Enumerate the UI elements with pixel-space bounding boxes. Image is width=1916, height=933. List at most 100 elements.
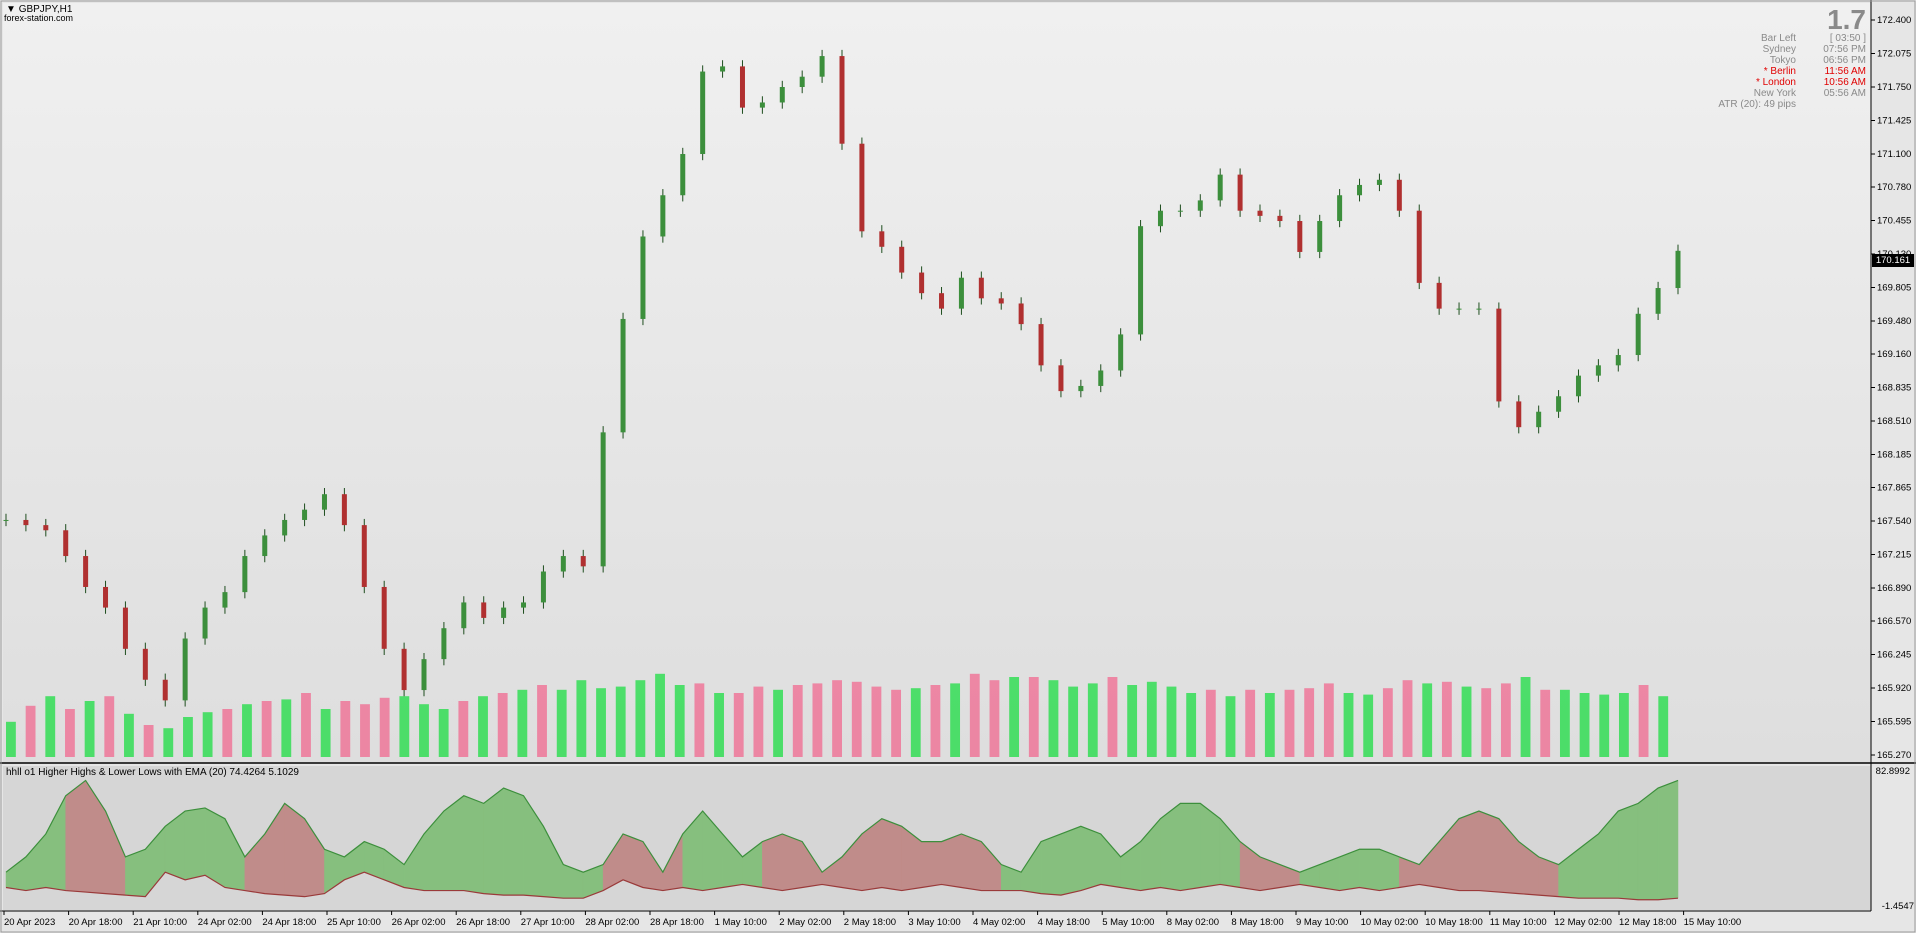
candle-body (1317, 221, 1323, 252)
candle-body (83, 556, 89, 587)
symbol-text: GBPJPY,H1 (18, 4, 73, 15)
price-tick-label: 165.270 (1877, 750, 1911, 761)
indicator-fill-segment (184, 807, 206, 881)
indicator-fill-segment (443, 795, 465, 891)
indicator-fill-segment (921, 841, 942, 888)
candle-body (1357, 184, 1363, 196)
volume-bar (674, 685, 685, 757)
volume-bar (1559, 689, 1570, 757)
indicator-fill-segment (1180, 803, 1201, 891)
volume-bar (694, 683, 705, 757)
price-tick-label: 168.510 (1877, 416, 1911, 427)
price-tick-label: 166.890 (1877, 583, 1911, 594)
price-tick-label: 168.835 (1877, 383, 1911, 394)
indicator-fill-segment (941, 833, 962, 888)
volume-bar (615, 686, 626, 757)
info-value: [ 03:50 ] (1829, 33, 1866, 44)
info-row: * Berlin 11:56 AM (1706, 66, 1866, 77)
volume-bar (183, 717, 193, 757)
candle-body (1436, 282, 1442, 309)
candle-body (341, 494, 347, 526)
candle-body (381, 586, 387, 649)
candle-body (1456, 308, 1462, 310)
indicator-fill-segment (463, 795, 484, 894)
dropdown-arrow-icon[interactable]: ▼ (6, 4, 16, 15)
volume-bar (1166, 686, 1177, 757)
volume-bar (1579, 693, 1590, 757)
candle-body (1157, 210, 1163, 227)
symbol-label[interactable]: ▼ GBPJPY,H1 (6, 4, 72, 15)
volume-bar (1638, 685, 1649, 757)
price-tick-label: 169.160 (1877, 349, 1911, 360)
time-tick-label: 2 May 02:00 (779, 917, 831, 928)
price-tick-label: 167.865 (1877, 482, 1911, 493)
price-tick-label: 169.480 (1877, 316, 1911, 327)
candle-body (1118, 334, 1124, 371)
volume-bar (1264, 693, 1275, 757)
candle-body (302, 509, 308, 520)
info-label: Tokyo (1769, 55, 1796, 66)
candle-body (1635, 313, 1641, 356)
candle-body (1078, 385, 1084, 392)
candle-body (1595, 365, 1601, 376)
volume-bar (1068, 686, 1079, 757)
volume-bar (596, 688, 606, 757)
volume-bar (792, 685, 803, 757)
candle-body (1138, 226, 1144, 335)
price-tick-label: 167.215 (1877, 549, 1911, 560)
volume-bar (733, 693, 744, 757)
volume-bar (1540, 689, 1551, 757)
candle-body (640, 236, 646, 319)
info-row: Sydney 07:56 PM (1706, 44, 1866, 55)
volume-bar (1481, 688, 1492, 757)
time-tick-label: 9 May 10:00 (1296, 917, 1348, 928)
time-tick-label: 10 May 18:00 (1425, 917, 1483, 928)
candle-body (660, 195, 666, 237)
volume-bar (104, 696, 115, 757)
volume-bar (379, 697, 390, 757)
volume-bar (399, 696, 410, 757)
indicator-fill-segment (1359, 849, 1380, 891)
indicator-fill-segment (1478, 810, 1500, 893)
volume-bar (969, 673, 980, 757)
volume-bar (143, 725, 154, 757)
candle-body (1655, 288, 1661, 314)
volume-bar (1028, 677, 1039, 757)
indicator-fill-segment (1458, 810, 1480, 891)
candle-body (63, 530, 69, 557)
volume-bar (517, 689, 528, 757)
volume-bar (261, 701, 272, 757)
candle-body (819, 56, 825, 77)
candle-body (1098, 370, 1104, 386)
candle-body (321, 494, 327, 510)
time-tick-label: 8 May 18:00 (1231, 917, 1283, 928)
candle-body (461, 602, 467, 629)
candle-body (1556, 396, 1562, 412)
volume-bar (1402, 680, 1413, 757)
volume-bar (556, 689, 567, 757)
session-info-panel: Bar Left [ 03:50 ] Sydney 07:56 PM Tokyo 06:5… (1706, 33, 1866, 110)
volume-bar (1658, 696, 1669, 757)
price-tick-label: 172.400 (1877, 15, 1911, 26)
candle-body (540, 571, 546, 603)
price-tick-label: 171.425 (1877, 116, 1911, 127)
volume-bar (320, 709, 331, 757)
price-tick-label: 166.245 (1877, 649, 1911, 660)
candle-body (1018, 303, 1024, 325)
info-label: * London (1755, 77, 1796, 88)
candle-body (1516, 401, 1522, 428)
candle-body (919, 272, 925, 294)
candle-body (481, 602, 487, 618)
candle-body (202, 607, 208, 639)
time-tick-label: 25 Apr 10:00 (327, 917, 381, 928)
info-row: * London 10:56 AM (1706, 77, 1866, 88)
volume-bar (1127, 685, 1138, 757)
candle-body (958, 277, 964, 309)
volume-bar (1520, 677, 1531, 757)
volume-bar (910, 688, 921, 757)
time-tick-label: 20 Apr 2023 (4, 917, 55, 928)
price-tick-label: 170.455 (1877, 216, 1911, 227)
candle-body (3, 519, 9, 521)
